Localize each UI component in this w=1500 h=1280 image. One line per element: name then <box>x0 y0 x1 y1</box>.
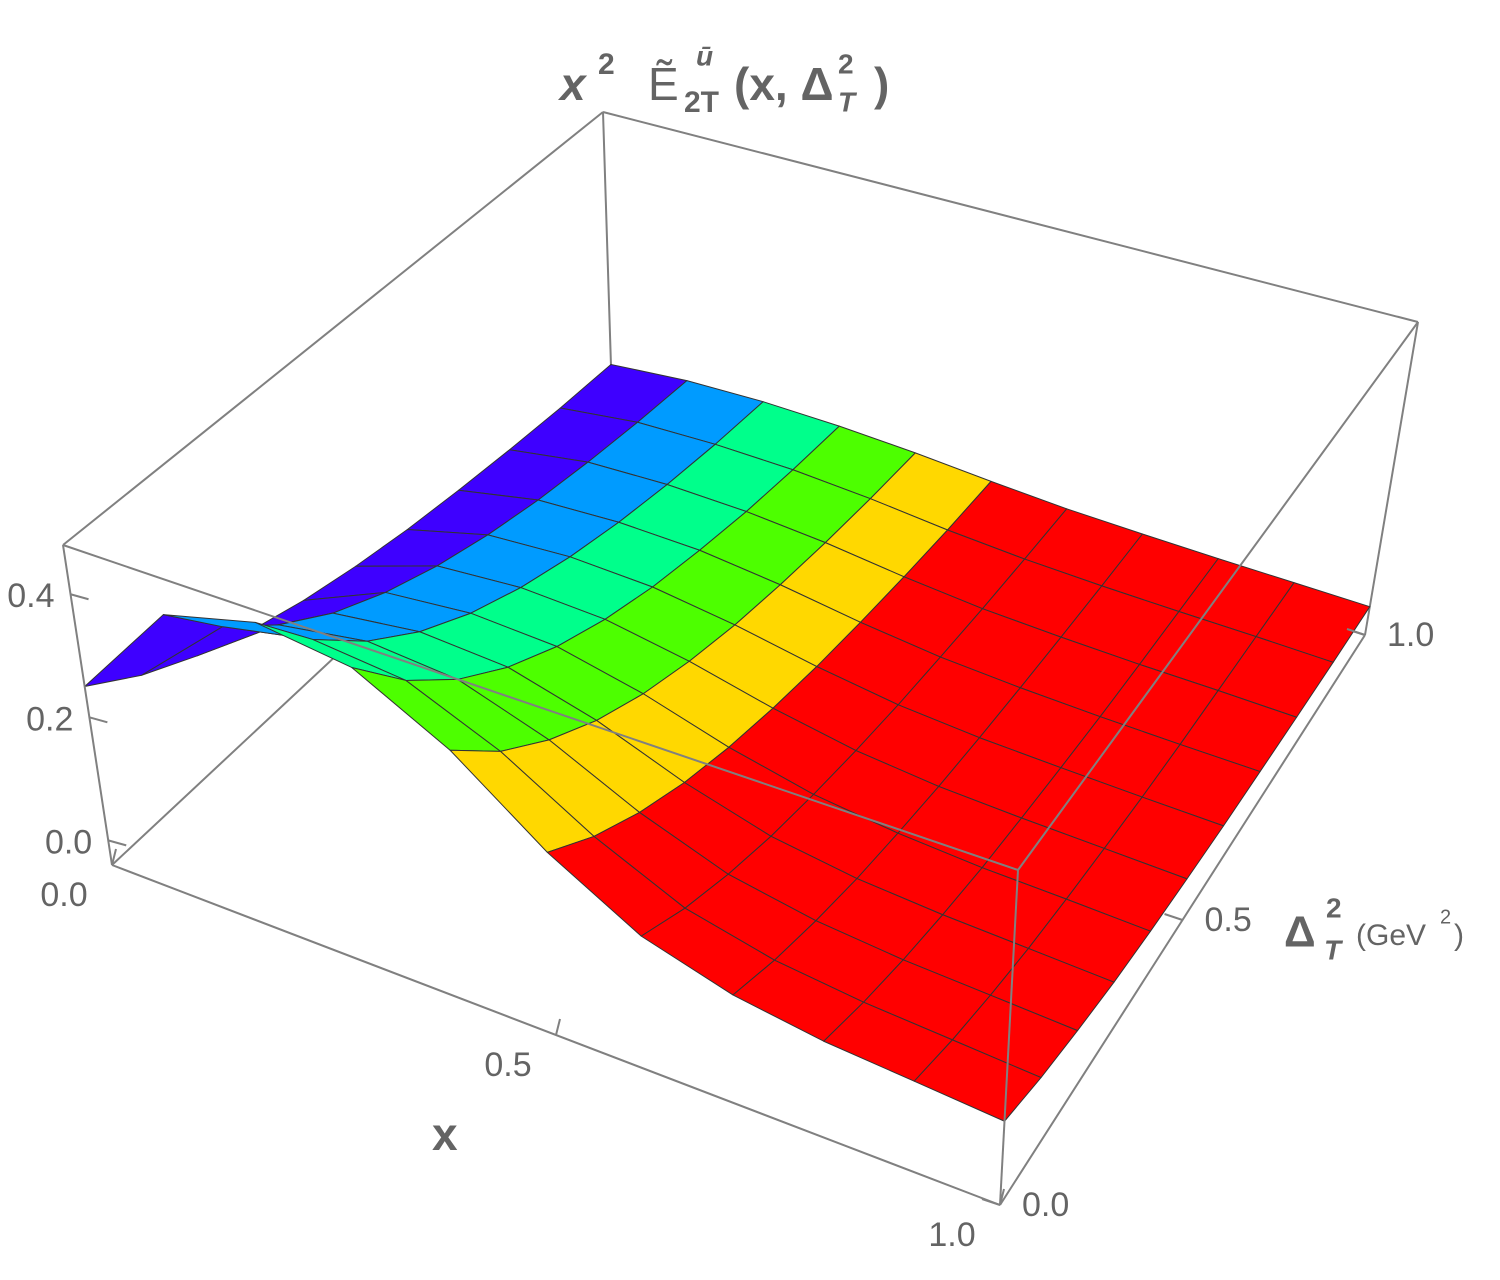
x-tick-label: 0.5 <box>484 1046 531 1084</box>
y-tick <box>1164 913 1183 921</box>
z-tick-label: 0.4 <box>7 577 54 615</box>
title-part: Ẽ <box>648 58 679 110</box>
y-label-part: Δ <box>1284 908 1316 957</box>
z-tick <box>70 593 89 601</box>
title-part: ) <box>874 58 889 110</box>
y-tick <box>1346 628 1366 636</box>
z-tick-label: 0.0 <box>45 823 92 861</box>
title-part: 2 <box>598 48 615 81</box>
x-tick <box>555 1018 561 1036</box>
box-edge <box>999 869 1019 1206</box>
z-tick-label: 0.2 <box>26 700 73 738</box>
box-edge <box>1364 321 1419 636</box>
y-tick <box>981 1198 1001 1206</box>
z-tick <box>107 839 127 847</box>
surface <box>84 363 1371 1122</box>
front-layer: 0.0 0.2 0.4 0.0 0.5 1.0 0.0 0.5 1.0 <box>7 321 1434 1254</box>
title-part: T <box>838 86 858 117</box>
y-label-part: 2 <box>1326 892 1342 923</box>
title-part: 2T <box>684 86 719 119</box>
title-part: (x, Δ <box>734 58 834 110</box>
title-part: 2 <box>838 48 854 79</box>
title: x 2 Ẽ ū 2T (x, Δ 2 T ) <box>557 40 889 119</box>
z-tick <box>89 716 108 724</box>
y-label-part: ) <box>1454 919 1464 952</box>
box-edge <box>62 111 604 546</box>
box-edge <box>602 111 1419 323</box>
x-axis-label: x <box>432 1108 458 1160</box>
x-tick-label: 0.0 <box>40 876 87 914</box>
box-edge <box>62 544 113 866</box>
y-label-part: 2 <box>1440 906 1451 928</box>
y-label-part: T <box>1324 934 1344 965</box>
x-tick-label: 1.0 <box>928 1216 975 1254</box>
x-tick <box>111 848 117 866</box>
box-edge <box>602 111 613 399</box>
box-edge <box>62 544 1019 871</box>
y-label-part: (GeV <box>1356 919 1426 952</box>
y-tick-label: 1.0 <box>1387 616 1434 654</box>
y-axis-label: Δ 2 T (GeV 2 ) <box>1284 892 1464 965</box>
title-part: ū <box>696 40 713 71</box>
y-tick-label: 0.5 <box>1205 901 1252 939</box>
title-part: x <box>557 58 588 110</box>
surface-patch <box>913 1039 1042 1122</box>
x-tick <box>999 1188 1005 1206</box>
y-tick-label: 0.0 <box>1022 1186 1069 1224</box>
box-edge <box>1017 321 1419 871</box>
